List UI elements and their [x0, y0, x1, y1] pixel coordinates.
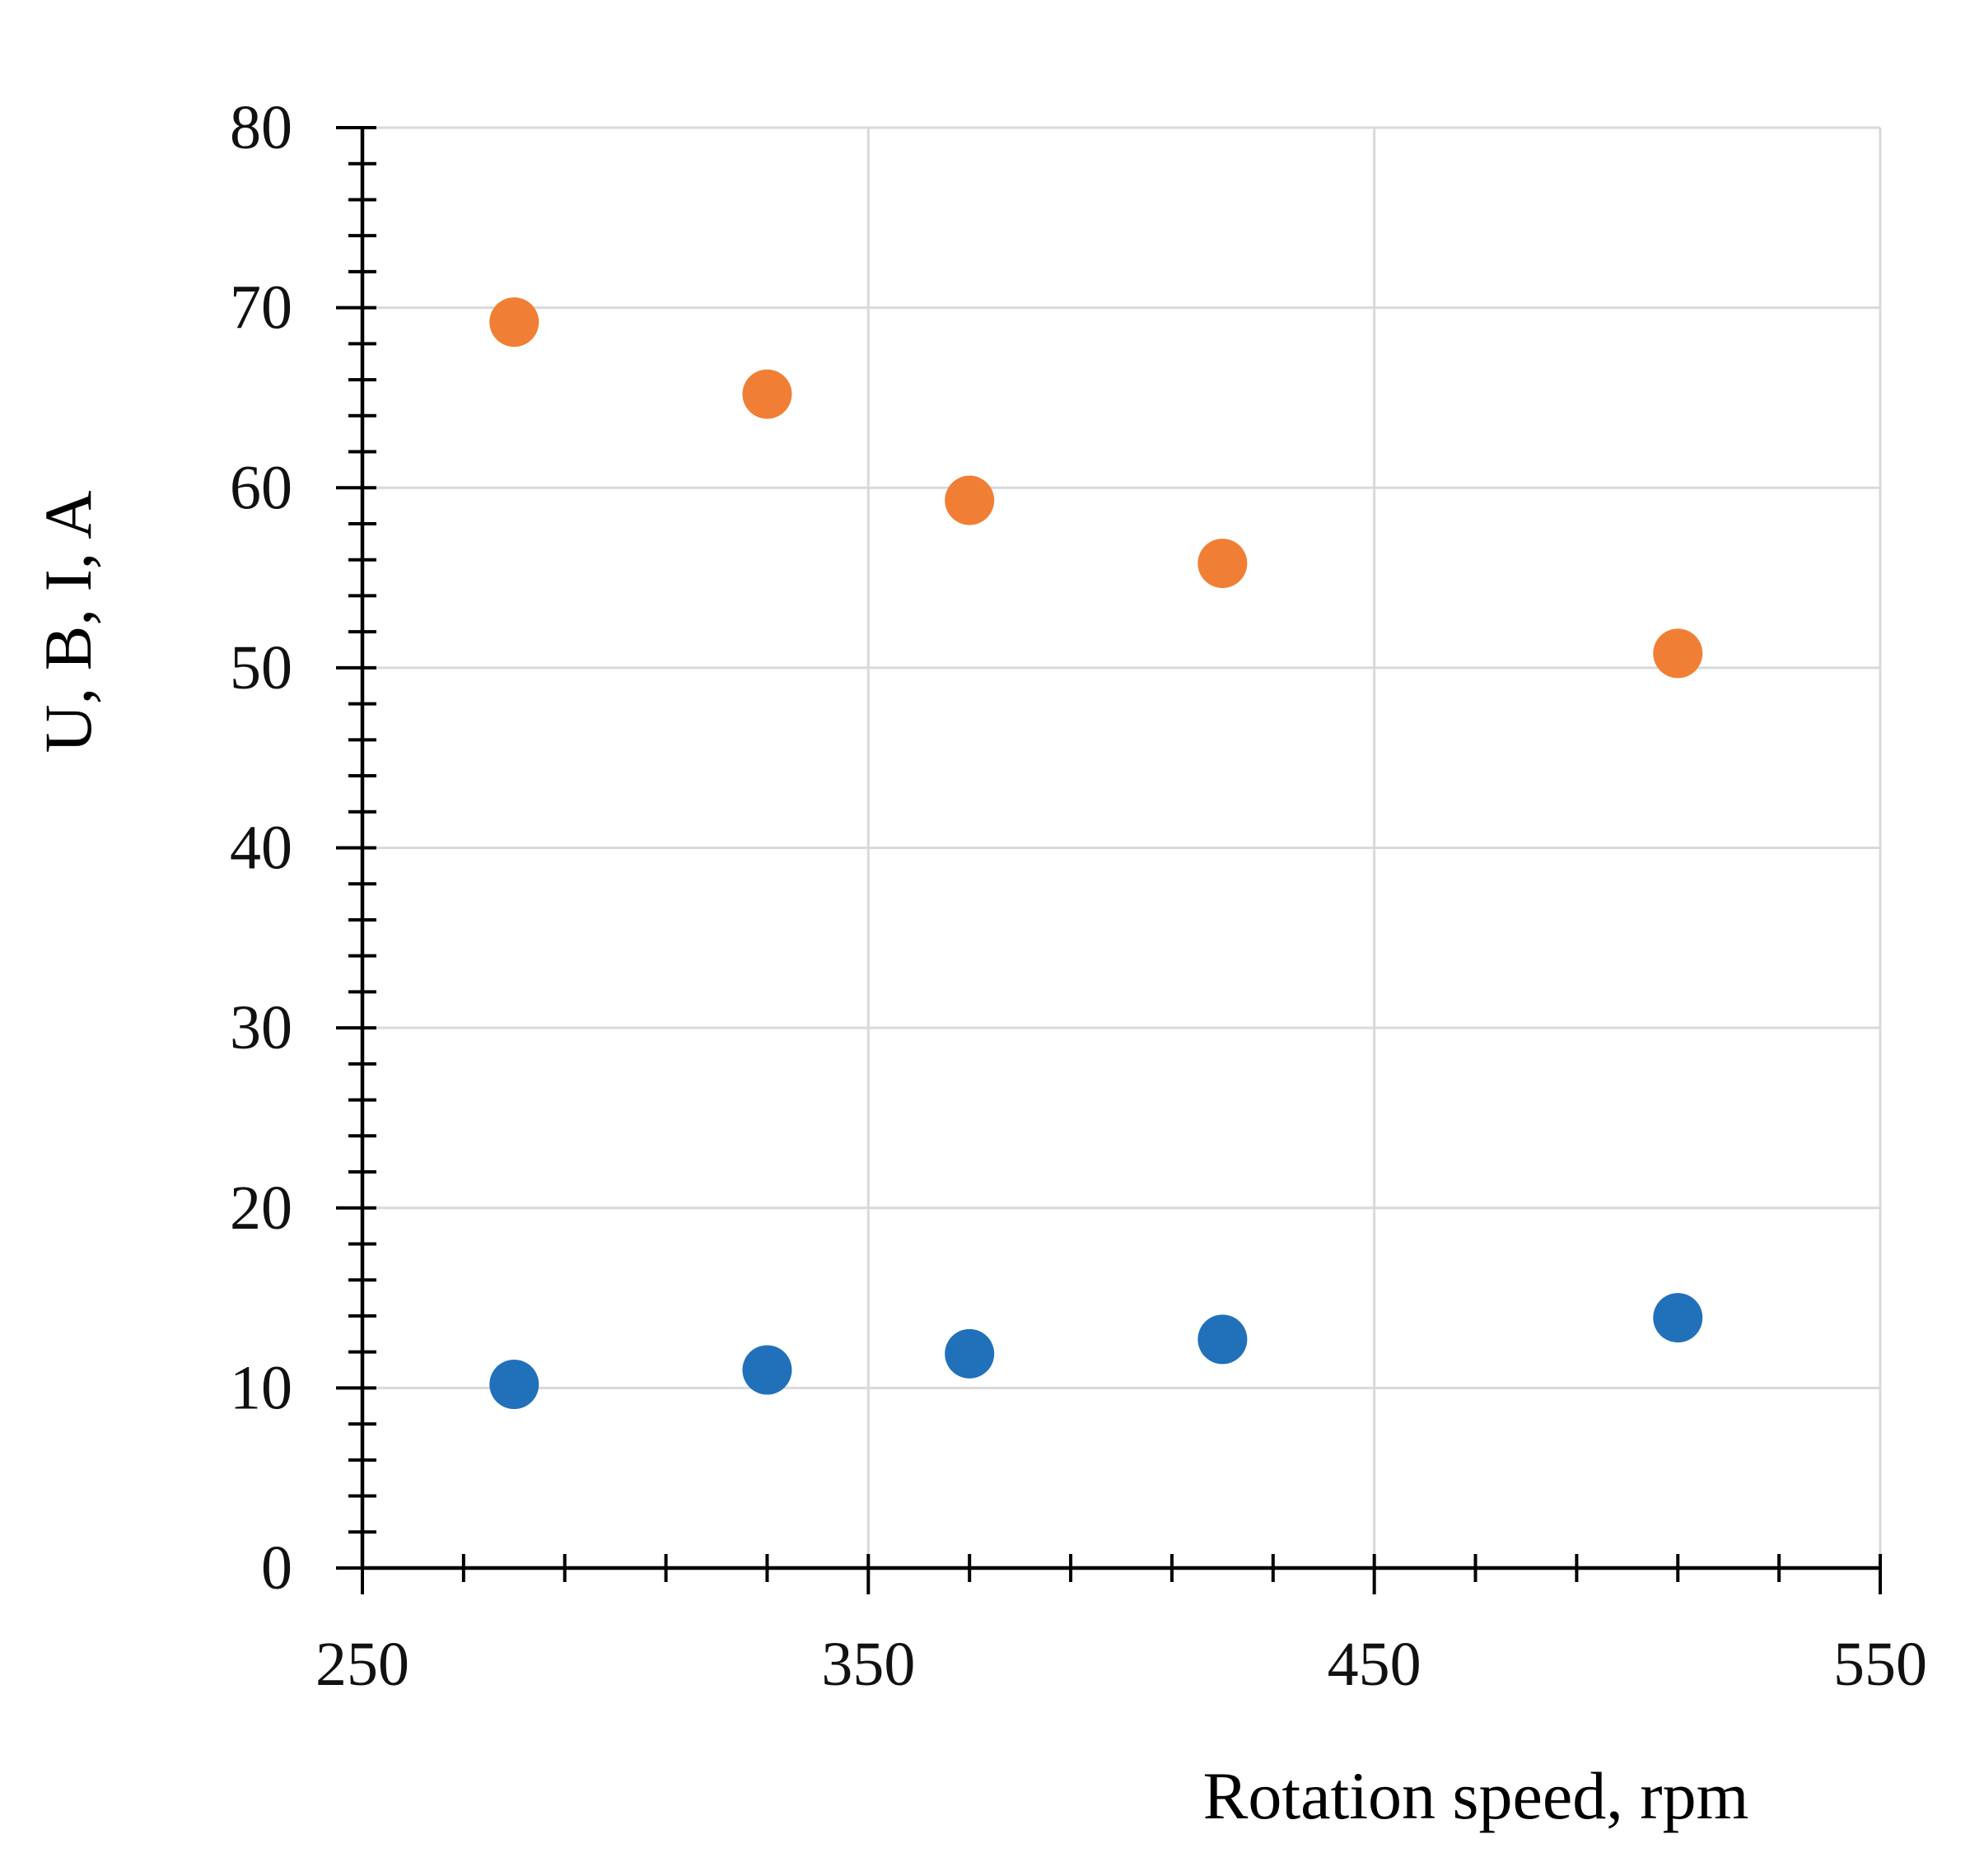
series-2-point	[742, 1345, 792, 1395]
y-tick-label: 80	[230, 93, 292, 162]
series-2-point	[489, 1360, 539, 1410]
x-tick-label: 250	[315, 1630, 409, 1699]
y-tick-label: 30	[230, 993, 292, 1062]
series-2-point	[945, 1328, 995, 1379]
tick-labels: 0 10 20 30 40 50 60 70 80 250 350 450 550	[230, 93, 1927, 1699]
y-tick-label: 10	[230, 1353, 292, 1422]
series-1-point	[1197, 539, 1248, 589]
data-points	[489, 297, 1703, 1410]
y-tick-label: 60	[230, 453, 292, 522]
series-2-point	[1653, 1293, 1703, 1343]
series-1-point	[742, 369, 792, 419]
y-tick-label: 40	[230, 814, 292, 883]
series-1-point	[1653, 628, 1703, 679]
x-tick-label: 350	[821, 1630, 915, 1699]
axes	[336, 126, 1882, 1594]
x-tick-label: 450	[1328, 1630, 1421, 1699]
series-1-point	[489, 297, 539, 348]
x-axis-title: Rotation speed, rpm	[1203, 1758, 1749, 1833]
y-tick-label: 50	[230, 633, 292, 702]
y-tick-label: 0	[261, 1533, 292, 1603]
x-tick-label: 550	[1833, 1630, 1927, 1699]
y-tick-label: 20	[230, 1174, 292, 1243]
series-1-point	[945, 475, 995, 525]
y-axis-title: U, B, I, A	[30, 491, 105, 754]
series-2-point	[1197, 1314, 1248, 1365]
y-tick-label: 70	[230, 273, 292, 343]
grid-lines	[362, 126, 1882, 1568]
